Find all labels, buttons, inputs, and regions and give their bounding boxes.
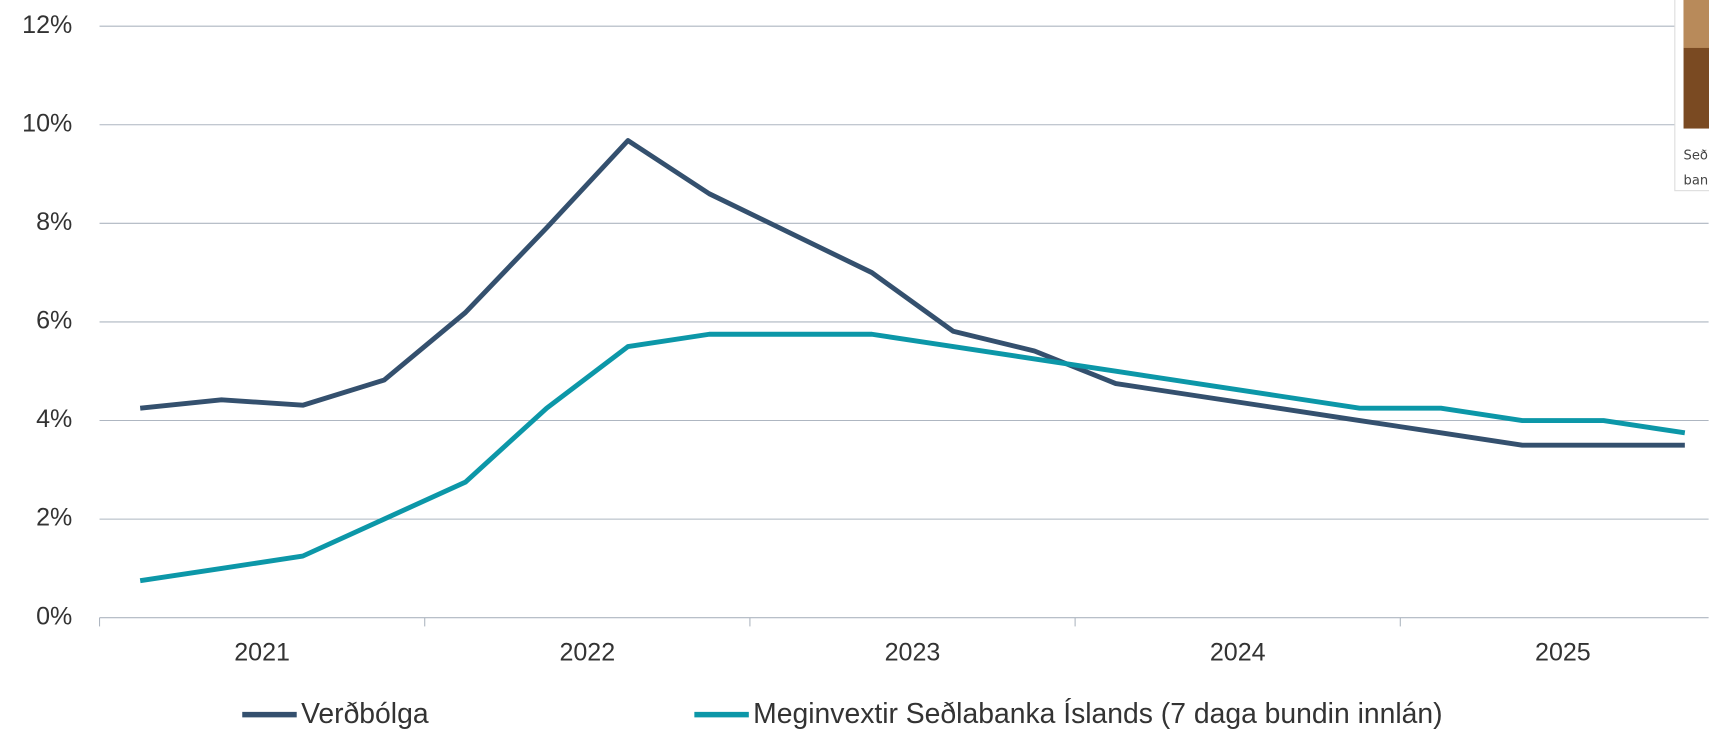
y-tick-label: 0%: [36, 602, 72, 630]
chart: 0% 2% 4% 6% 8% 10% 12% 2021 2022 2023 2024 2025 Verð…: [0, 0, 1709, 731]
y-tick-label: 6%: [36, 307, 72, 335]
x-year-label: 2021: [234, 638, 290, 666]
x-year-label: 2022: [559, 638, 615, 666]
x-year-label: 2025: [1535, 638, 1591, 666]
y-tick-label: 4%: [36, 405, 72, 433]
x-year-label: 2024: [1210, 638, 1266, 666]
series-line: [140, 334, 1685, 580]
thumbnail-card[interactable]: Seð ban: [1675, 0, 1709, 191]
y-tick-label: 12%: [22, 11, 72, 39]
y-tick-label: 2%: [36, 504, 72, 532]
y-tick-label: 8%: [36, 208, 72, 236]
x-year-label: 2023: [885, 638, 941, 666]
card-caption: ban: [1684, 173, 1709, 188]
series-line: [140, 141, 1685, 446]
card-image-top: [1684, 0, 1709, 48]
legend-label: Verðbólga: [301, 698, 429, 730]
y-tick-label: 10%: [22, 109, 72, 137]
legend-label: Meginvextir Seðlabanka Íslands (7 daga b…: [753, 698, 1442, 730]
page: {"chart_data": {"type": "line", "categor…: [0, 0, 1709, 731]
card-caption: Seð: [1684, 148, 1708, 163]
